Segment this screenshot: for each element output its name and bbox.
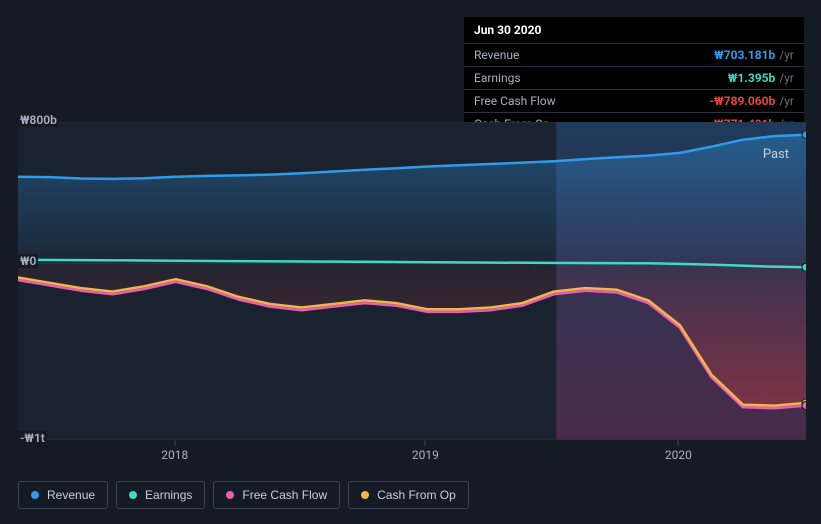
x-axis-label: 2018 (161, 448, 188, 462)
tooltip-label: Earnings (474, 71, 728, 85)
legend-item[interactable]: Earnings (116, 481, 205, 509)
x-axis-label: 2020 (665, 448, 692, 462)
tooltip-unit: /yr (779, 94, 794, 108)
chart-legend: Revenue Earnings Free Cash Flow Cash From O… (18, 481, 469, 509)
y-axis-label: -₩1t (18, 431, 47, 445)
y-axis-label: ₩800b (18, 113, 59, 127)
legend-dot-icon (129, 491, 137, 499)
x-axis: 2018 2019 2020 (18, 448, 806, 464)
tooltip-row: Free Cash Flow-₩789.060b/yr (464, 89, 804, 112)
legend-label: Revenue (47, 488, 95, 502)
legend-item[interactable]: Free Cash Flow (213, 481, 340, 509)
legend-dot-icon (226, 491, 234, 499)
legend-item[interactable]: Cash From Op (348, 481, 469, 509)
legend-label: Earnings (145, 488, 192, 502)
tooltip-label: Revenue (474, 48, 714, 62)
x-tick (678, 440, 679, 446)
chart-svg (18, 122, 806, 440)
y-axis-label: ₩0 (18, 254, 38, 268)
tooltip-unit: /yr (779, 48, 794, 62)
tooltip-value: ₩1.395b (728, 71, 776, 85)
legend-item[interactable]: Revenue (18, 481, 108, 509)
x-axis-label: 2019 (412, 448, 439, 462)
past-label: Past (763, 147, 789, 162)
tooltip-value: ₩703.181b (714, 48, 775, 62)
chart-tooltip: Jun 30 2020 Revenue₩703.181b/yrEarnings₩… (464, 17, 804, 135)
legend-label: Cash From Op (377, 488, 456, 502)
tooltip-value: -₩789.060b (709, 94, 775, 108)
legend-dot-icon (361, 491, 369, 499)
tooltip-row: Earnings₩1.395b/yr (464, 66, 804, 89)
legend-label: Free Cash Flow (242, 488, 327, 502)
tooltip-date: Jun 30 2020 (464, 17, 804, 43)
tooltip-row: Revenue₩703.181b/yr (464, 43, 804, 66)
legend-dot-icon (31, 491, 39, 499)
tooltip-label: Free Cash Flow (474, 94, 709, 108)
tooltip-unit: /yr (779, 71, 794, 85)
x-tick (425, 440, 426, 446)
x-tick (174, 440, 175, 446)
chart-area: ₩800b₩0-₩1t (18, 122, 806, 440)
